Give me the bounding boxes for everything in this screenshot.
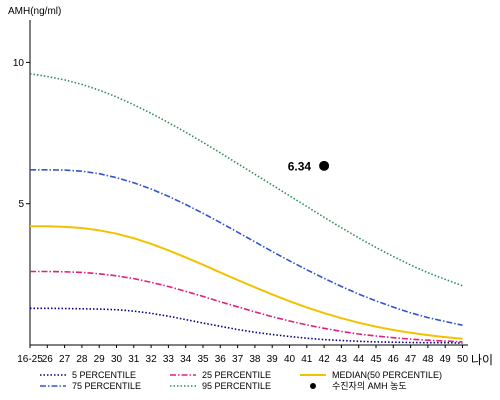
y-axis-title: AMH(ng/ml): [8, 6, 61, 17]
patient-point: [319, 160, 330, 171]
x-tick-label: 48: [422, 354, 434, 365]
legend-label: 수진자의 AMH 농도: [332, 381, 407, 391]
x-tick-label: 35: [197, 354, 209, 365]
legend-label: 95 PERCENTILE: [202, 381, 271, 391]
y-axis-ticks: 5 10: [13, 58, 30, 210]
x-tick-label: 16-25: [17, 354, 43, 365]
legend-label: MEDIAN(50 PERCENTILE): [332, 370, 442, 380]
patient-value-label: 6.34: [288, 159, 312, 173]
series-line: [30, 307, 463, 344]
y-tick-label: 10: [13, 58, 25, 69]
x-tick-label: 28: [76, 354, 88, 365]
series-line: [30, 225, 463, 340]
series-line: [30, 270, 463, 343]
x-tick-label: 45: [370, 354, 382, 365]
x-tick-label: 50: [457, 354, 469, 365]
x-axis-unit: 나이: [471, 353, 493, 367]
x-tick-label: 32: [146, 354, 158, 365]
x-tick-label: 34: [180, 354, 192, 365]
x-tick-label: 38: [249, 354, 261, 365]
legend-label: 25 PERCENTILE: [202, 370, 271, 380]
x-tick-label: 46: [388, 354, 400, 365]
x-tick-label: 29: [94, 354, 106, 365]
x-tick-label: 37: [232, 354, 244, 365]
series-lines: [29, 72, 463, 344]
x-tick-label: 49: [440, 354, 452, 365]
x-tick-label: 30: [111, 354, 123, 365]
series-line: [29, 72, 463, 287]
x-tick-label: 26: [42, 354, 54, 365]
x-tick-label: 40: [284, 354, 296, 365]
x-tick-label: 27: [59, 354, 71, 365]
legend-label: 5 PERCENTILE: [72, 370, 136, 380]
x-tick-label: 47: [405, 354, 417, 365]
x-tick-label: 44: [353, 354, 365, 365]
x-tick-label: 36: [215, 354, 227, 365]
patient-marker: 6.34: [288, 159, 330, 173]
x-tick-label: 39: [267, 354, 279, 365]
series-line: [30, 169, 463, 326]
legend-swatch: [310, 383, 316, 389]
x-tick-label: 43: [336, 354, 348, 365]
legend-label: 75 PERCENTILE: [72, 381, 141, 391]
y-tick-label: 5: [18, 199, 24, 210]
x-tick-label: 42: [319, 354, 331, 365]
x-tick-label: 33: [163, 354, 175, 365]
x-tick-label: 31: [128, 354, 140, 365]
legend: 5 PERCENTILE 25 PERCENTILE MEDIAN(50 PERCE…: [40, 370, 442, 391]
x-tick-label: 41: [301, 354, 313, 365]
